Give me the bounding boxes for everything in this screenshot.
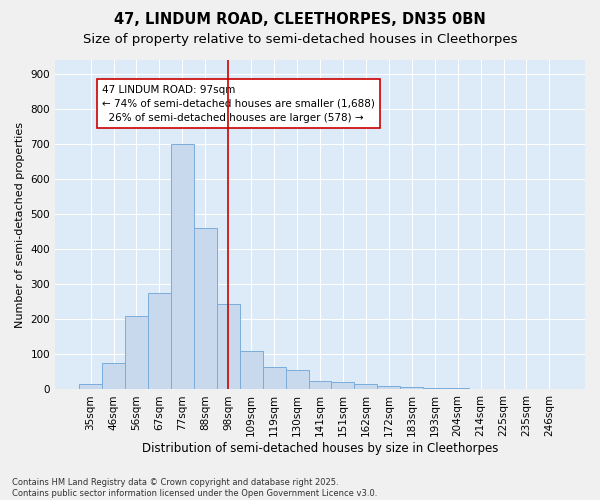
Bar: [286, 370, 308, 390]
Text: 47 LINDUM ROAD: 97sqm
← 74% of semi-detached houses are smaller (1,688)
  26% of: 47 LINDUM ROAD: 97sqm ← 74% of semi-deta…: [102, 84, 375, 122]
Bar: [377, 386, 400, 390]
Bar: [263, 366, 286, 390]
Bar: [148, 293, 171, 390]
Y-axis label: Number of semi-detached properties: Number of semi-detached properties: [15, 122, 25, 328]
Bar: [171, 144, 194, 390]
Bar: [400, 386, 423, 390]
Bar: [423, 388, 446, 390]
Bar: [240, 351, 263, 390]
Bar: [79, 384, 102, 390]
Bar: [102, 363, 125, 390]
Text: 47, LINDUM ROAD, CLEETHORPES, DN35 0BN: 47, LINDUM ROAD, CLEETHORPES, DN35 0BN: [114, 12, 486, 28]
Text: Size of property relative to semi-detached houses in Cleethorpes: Size of property relative to semi-detach…: [83, 32, 517, 46]
Bar: [125, 316, 148, 390]
Bar: [446, 388, 469, 390]
Bar: [469, 389, 492, 390]
Bar: [308, 380, 331, 390]
Bar: [194, 228, 217, 390]
X-axis label: Distribution of semi-detached houses by size in Cleethorpes: Distribution of semi-detached houses by …: [142, 442, 498, 455]
Bar: [217, 304, 240, 390]
Bar: [331, 382, 355, 390]
Bar: [355, 384, 377, 390]
Text: Contains HM Land Registry data © Crown copyright and database right 2025.
Contai: Contains HM Land Registry data © Crown c…: [12, 478, 377, 498]
